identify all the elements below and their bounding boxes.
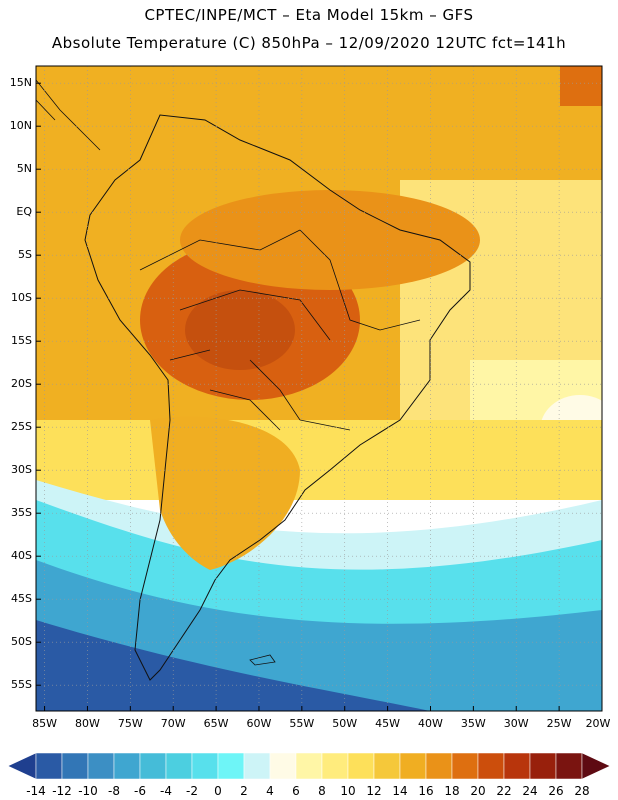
lat-tick-label: 5S: [18, 248, 32, 262]
lon-tick-label: 30W: [503, 717, 529, 730]
colorbar-label: -14: [26, 784, 46, 798]
lon-tick-label: 20W: [585, 717, 611, 730]
colorbar-label: 22: [496, 784, 512, 798]
colorbar-swatch: [217, 752, 245, 780]
lon-tick-label: 75W: [117, 717, 143, 730]
lat-tick-label: 30S: [11, 463, 32, 477]
colorbar-swatch: [503, 752, 531, 780]
colorbar-swatch: [139, 752, 167, 780]
colorbar-swatch: [243, 752, 271, 780]
colorbar-swatch: [35, 752, 63, 780]
lon-tick-label: 50W: [332, 717, 358, 730]
colorbar-label: 24: [522, 784, 538, 798]
field-yellow-south-band: [36, 420, 602, 500]
colorbar-label: 20: [470, 784, 486, 798]
colorbar-label: 0: [214, 784, 222, 798]
colorbar-label: -2: [186, 784, 198, 798]
lat-tick-label: 45S: [11, 592, 32, 606]
colorbar-label: 2: [240, 784, 248, 798]
lat-tick-label: 15S: [11, 334, 32, 348]
lon-tick-label: 40W: [418, 717, 443, 730]
colorbar-swatch: [529, 752, 557, 780]
colorbar-label: 6: [292, 784, 300, 798]
lat-tick-label: 10S: [11, 291, 32, 305]
colorbar-swatch: [555, 752, 583, 780]
colorbar-swatch: [165, 752, 193, 780]
central-america-outline: [36, 79, 101, 151]
colorbar-swatch: [113, 752, 141, 780]
south-america-outline: [84, 114, 471, 681]
lat-tick-label: 35S: [11, 506, 32, 520]
colorbar-swatch: [87, 752, 115, 780]
colorbar-label: -12: [52, 784, 72, 798]
colorbar-swatch: [477, 752, 505, 780]
falkland-islands: [249, 654, 276, 666]
colorbar-label: 10: [340, 784, 356, 798]
colorbar-label: 18: [444, 784, 460, 798]
colorbar-swatch: [7, 752, 37, 780]
colorbar-label: -8: [108, 784, 120, 798]
lon-tick-label: 25W: [546, 717, 572, 730]
lon-tick-label: 80W: [75, 717, 100, 730]
colorbar-swatch: [581, 752, 611, 780]
lon-tick-label: 60W: [246, 717, 272, 730]
colorbar-label: 16: [418, 784, 434, 798]
field-warm-north-belt: [180, 190, 480, 290]
lat-tick-label: EQ: [16, 205, 32, 219]
lon-tick-label: 45W: [375, 717, 401, 730]
colorbar: [7, 752, 611, 780]
colorbar-swatch: [61, 752, 89, 780]
colorbar-swatch: [295, 752, 323, 780]
lat-tick-label: 5N: [16, 162, 32, 176]
lat-tick-label: 50S: [11, 635, 32, 649]
chart-title-line-1: CPTEC/INPE/MCT – Eta Model 15km – GFS: [144, 6, 474, 24]
colorbar-label: 4: [266, 784, 274, 798]
lat-tick-label: 25S: [11, 420, 32, 434]
colorbar-label: 14: [392, 784, 408, 798]
lat-tick-label: 55S: [11, 678, 32, 692]
lat-tick-label: 15N: [9, 76, 32, 90]
colorbar-swatch: [269, 752, 297, 780]
colorbar-label: 28: [574, 784, 590, 798]
chart-title-line-2: Absolute Temperature (C) 850hPa – 12/09/…: [51, 34, 567, 52]
lon-tick-label: 70W: [160, 717, 186, 730]
lon-tick-label: 35W: [460, 717, 486, 730]
field-warm-argentina: [150, 416, 300, 570]
colorbar-swatch: [425, 752, 453, 780]
lat-tick-label: 40S: [11, 549, 32, 563]
colorbar-label: 8: [318, 784, 326, 798]
colorbar-swatch: [451, 752, 479, 780]
colorbar-label: -4: [160, 784, 172, 798]
lon-tick-label: 65W: [203, 717, 229, 730]
lon-tick-label: 85W: [32, 717, 57, 730]
country-borders: [139, 229, 421, 431]
lon-tick-label: 55W: [289, 717, 315, 730]
colorbar-swatch: [347, 752, 375, 780]
field-cold-band: [36, 620, 430, 711]
colorbar-swatch: [191, 752, 219, 780]
lat-tick-label: 20S: [11, 377, 32, 391]
map-frame: [35, 65, 603, 712]
field-band-orange-ne: [560, 66, 602, 106]
field-hot-core-inner: [185, 290, 295, 370]
colorbar-label: -10: [78, 784, 98, 798]
colorbar-label: 26: [548, 784, 564, 798]
colorbar-label: -6: [134, 784, 146, 798]
lat-tick-label: 10N: [9, 119, 32, 133]
colorbar-label: 12: [366, 784, 382, 798]
colorbar-swatch: [399, 752, 427, 780]
colorbar-swatch: [373, 752, 401, 780]
colorbar-swatch: [321, 752, 349, 780]
